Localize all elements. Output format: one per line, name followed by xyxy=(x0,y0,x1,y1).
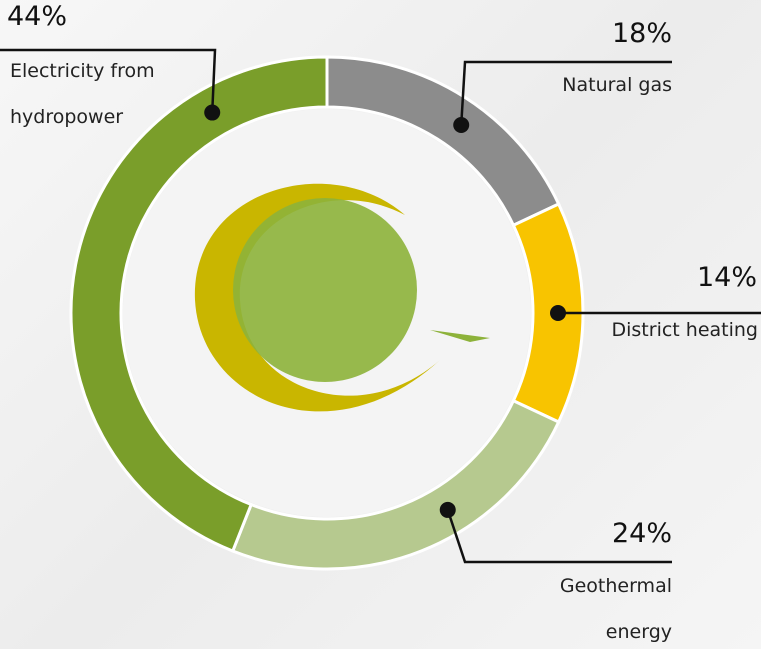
leader-dot xyxy=(204,104,221,121)
category-label: District heating xyxy=(611,319,759,341)
donut-segment xyxy=(69,55,329,553)
leader-line xyxy=(0,48,217,113)
value-label: 44% xyxy=(7,1,67,32)
leader-line xyxy=(459,60,672,126)
category-label: Geothermal energy xyxy=(559,575,672,643)
category-label: Electricity from hydropower xyxy=(10,60,155,128)
logo-plane xyxy=(430,330,490,342)
leader-dot xyxy=(453,116,470,133)
leader-line xyxy=(446,509,672,564)
leader-dot xyxy=(439,501,456,518)
value-label: 18% xyxy=(612,18,672,49)
logo xyxy=(194,183,490,412)
leader-dot xyxy=(550,305,566,321)
category-label: Natural gas xyxy=(562,74,672,96)
value-label: 14% xyxy=(697,262,757,293)
logo-globe xyxy=(233,198,417,382)
value-label: 24% xyxy=(612,518,672,549)
